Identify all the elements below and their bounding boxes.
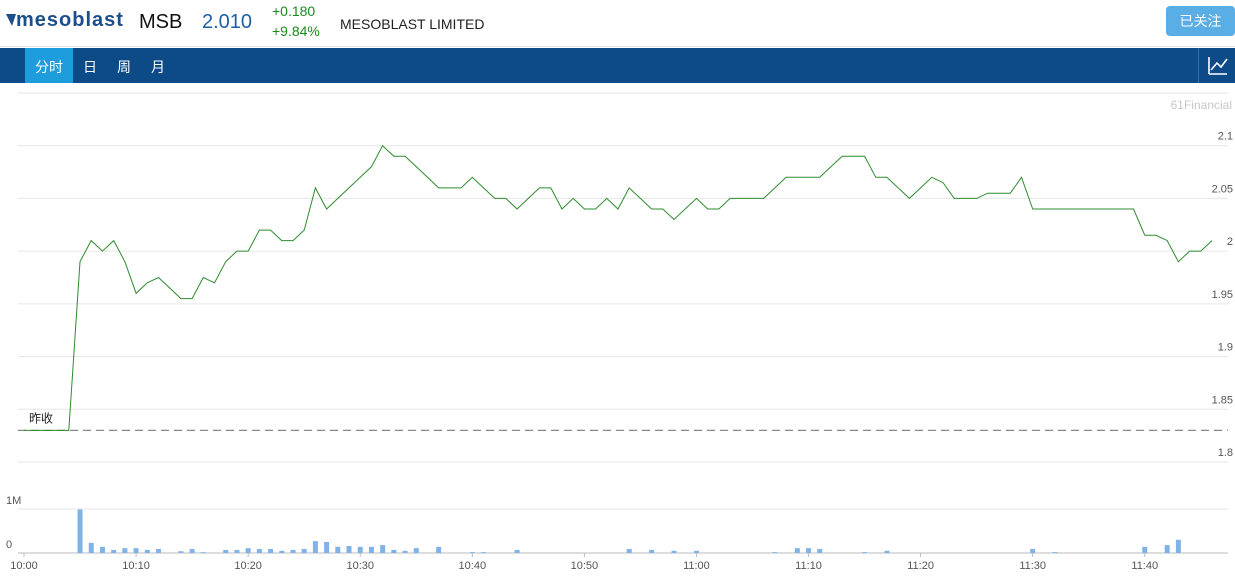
x-tick-label: 11:40	[1131, 560, 1158, 572]
x-tick-label: 11:20	[907, 560, 934, 572]
price-line	[24, 144, 1213, 431]
volume-bar	[189, 549, 195, 553]
volume-bar	[88, 542, 94, 553]
volume-bar	[469, 552, 475, 553]
volume-bar	[335, 546, 341, 553]
volume-bar	[1142, 546, 1148, 553]
watermark: 61Financial	[1171, 98, 1232, 112]
y-tick-label: 1M	[6, 495, 21, 507]
volume-bar	[268, 549, 274, 553]
y-tick-label: 1.9	[1218, 342, 1233, 354]
prev-close-label: 昨收	[29, 411, 53, 425]
volume-bar	[794, 548, 800, 553]
volume-bar	[279, 550, 285, 553]
logo-icon	[6, 14, 16, 26]
volume-bar	[884, 550, 890, 553]
symbol: MSB	[139, 11, 183, 33]
volume-bar	[144, 549, 150, 553]
volume-bar	[1175, 539, 1181, 553]
volume-bar	[111, 549, 117, 553]
y-tick-label: 0	[6, 539, 12, 551]
tab[interactable]: 周	[117, 59, 131, 75]
volume-bar	[693, 550, 699, 553]
volume-bar	[357, 546, 363, 553]
x-tick-label: 11:30	[1019, 560, 1046, 572]
volume-bar	[402, 550, 408, 553]
volume-bar	[256, 549, 262, 553]
y-tick-label: 1.8	[1218, 447, 1233, 459]
tab-bar: 分时 日 周 月	[0, 48, 1235, 83]
volume-bar	[1052, 552, 1058, 553]
volume-bar	[200, 552, 206, 553]
volume-bar	[290, 549, 296, 553]
volume-bar	[413, 548, 419, 553]
price: 2.010	[202, 11, 253, 33]
volume-bar	[234, 549, 240, 553]
chart-icon[interactable]	[1198, 48, 1235, 83]
volume-bar	[324, 542, 330, 553]
volume-bar	[301, 549, 307, 553]
volume-bar	[133, 548, 139, 553]
volume-bar	[436, 546, 442, 553]
volume-bar	[1164, 545, 1170, 553]
x-tick-label: 11:00	[683, 560, 710, 572]
x-tick-label: 10:20	[234, 560, 262, 572]
tab[interactable]: 日	[83, 59, 97, 75]
y-tick-label: 2	[1227, 236, 1233, 248]
change-pct: +9.84%	[272, 23, 320, 39]
volume-bar	[99, 546, 105, 553]
follow-button[interactable]: 已关注	[1166, 6, 1235, 36]
volume-bar	[77, 509, 83, 553]
x-tick-label: 10:00	[10, 560, 38, 572]
x-tick-label: 10:30	[346, 560, 374, 572]
volume-bar	[346, 545, 352, 553]
volume-bar	[223, 549, 229, 553]
volume-bar	[380, 545, 386, 553]
volume-bar	[122, 548, 128, 553]
volume-bar	[862, 552, 868, 553]
change: +0.180	[272, 3, 316, 19]
y-tick-label: 1.95	[1212, 289, 1233, 301]
x-tick-label: 11:10	[795, 560, 822, 572]
volume-bar	[626, 549, 632, 553]
chart: 61Financial 2.1 2.05 2 1.95 1.9 1.85 1.8 昨收 0 1M 1…	[6, 92, 1233, 572]
x-tick-label: 10:50	[571, 560, 599, 572]
volume-bar	[649, 549, 655, 553]
logo: mesoblast	[16, 9, 124, 31]
tab[interactable]: 月	[151, 59, 165, 75]
y-tick-label: 2.1	[1218, 131, 1233, 143]
volume-bar	[155, 549, 161, 553]
y-tick-label: 1.85	[1212, 394, 1233, 406]
tab[interactable]: 分时	[25, 48, 73, 83]
y-tick-label: 2.05	[1212, 183, 1233, 195]
volume-bar	[772, 552, 778, 553]
volume-bar	[178, 551, 184, 553]
volume-bar	[481, 552, 487, 553]
x-tick-label: 10:40	[459, 560, 487, 572]
x-tick-label: 10:10	[122, 560, 150, 572]
volume-bar	[806, 548, 812, 553]
volume-bar	[312, 541, 318, 553]
volume-bar	[368, 546, 374, 553]
header: mesoblast MSB 2.010 +0.180 +9.84% MESOBL…	[0, 0, 1235, 47]
volume-bar	[245, 548, 251, 553]
volume-bar	[817, 549, 823, 553]
volume-bar	[514, 549, 520, 553]
volume-bar	[671, 550, 677, 553]
company-name: MESOBLAST LIMITED	[340, 16, 485, 32]
volume-bar	[1030, 549, 1036, 553]
volume-bar	[391, 549, 397, 553]
